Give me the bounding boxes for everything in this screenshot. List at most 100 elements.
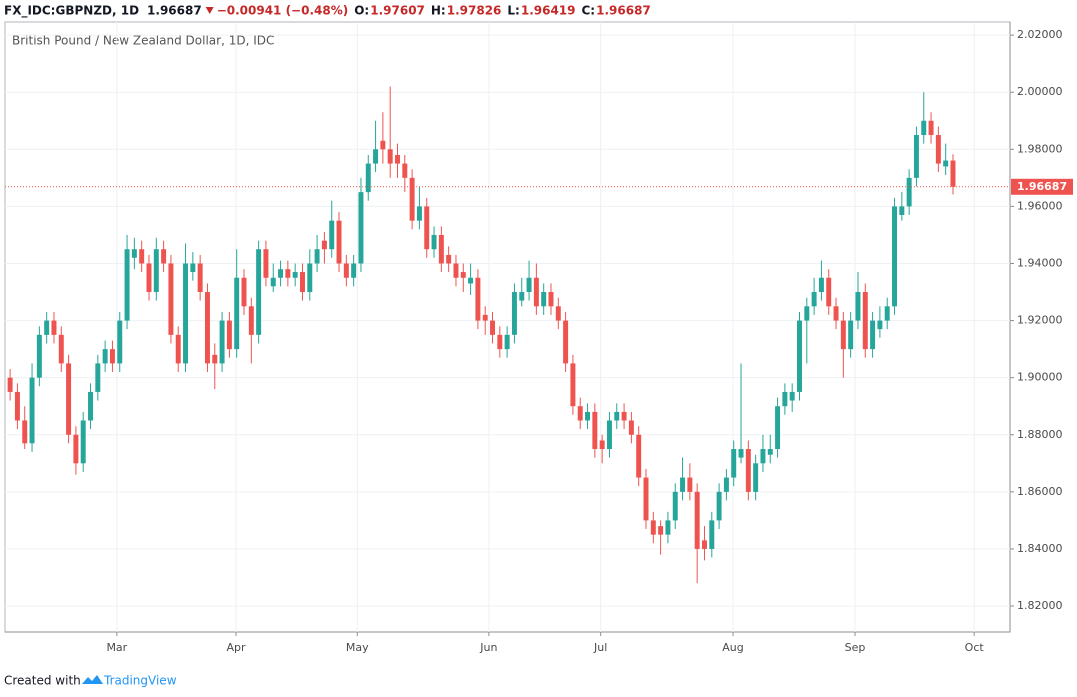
candle-body [409, 177, 415, 221]
header-text: 1.96687 [596, 4, 651, 18]
x-tick-label: May [346, 641, 369, 654]
candle-body [468, 277, 474, 284]
candle-body [204, 292, 210, 364]
candle-body [760, 449, 766, 464]
candle-body [943, 160, 949, 167]
candle-body [343, 263, 349, 278]
candle-body [263, 249, 269, 278]
candle-body [797, 320, 802, 392]
candle-body [826, 277, 832, 307]
candle-body [358, 192, 364, 264]
candle-body [877, 320, 883, 330]
candle-body [226, 320, 232, 350]
candle-body [767, 449, 773, 455]
candle-body [745, 449, 751, 492]
footer-brand[interactable]: TradingView [103, 674, 177, 688]
candle-body [29, 377, 35, 444]
candle-body [753, 463, 759, 492]
candle-body [241, 277, 247, 307]
y-tick-label: 1.96000 [1017, 199, 1063, 212]
y-tick-label: 2.00000 [1017, 85, 1063, 98]
candle-body [460, 272, 466, 278]
candle-body [921, 120, 927, 136]
candle-body [775, 406, 781, 450]
candle-body [570, 363, 576, 407]
x-tick-label: Sep [845, 641, 866, 654]
header-text: C: [582, 4, 596, 18]
candle-body [58, 334, 64, 364]
candle-body [14, 391, 20, 421]
tv-logo [82, 675, 103, 684]
candle-body [153, 249, 159, 293]
candle-body [511, 292, 517, 335]
candle-body [716, 491, 722, 521]
candle-body [248, 306, 254, 335]
candle-body [431, 234, 437, 250]
x-tick-label: Aug [722, 641, 743, 654]
candle-body [680, 477, 686, 492]
candle-body [475, 277, 481, 321]
candle-body [139, 249, 145, 264]
y-tick-label: 1.82000 [1017, 599, 1063, 612]
candle-body [789, 391, 795, 401]
candle-body [892, 206, 898, 307]
header-text: FX_IDC:GBPNZD, 1D [4, 4, 139, 19]
candle-body [424, 206, 430, 250]
candle-body [818, 277, 824, 293]
candle-body [899, 206, 905, 215]
candle-body [504, 334, 510, 350]
candle-body [292, 272, 298, 278]
candle-body [672, 491, 678, 521]
candle-body [658, 526, 664, 535]
candle-body [906, 177, 912, 207]
candle-body [599, 440, 605, 450]
candle-body [709, 520, 715, 549]
x-tick-label: Jul [593, 641, 607, 654]
candle-body [563, 320, 569, 364]
candle-body [256, 249, 262, 335]
candle-body [44, 320, 50, 335]
candle-body [701, 540, 707, 549]
candle-body [351, 263, 357, 278]
y-tick-label: 2.02000 [1017, 28, 1063, 41]
y-tick-label: 1.84000 [1017, 542, 1063, 555]
candle-body [402, 163, 408, 178]
candle-body [336, 220, 342, 264]
candle-body [395, 155, 400, 164]
candle-body [219, 320, 225, 364]
candle-body [694, 491, 700, 549]
last-price-label: 1.96687 [1017, 180, 1067, 193]
candle-body [577, 406, 583, 421]
candle-body [782, 391, 788, 407]
candle-body [365, 163, 371, 193]
candle-body [723, 477, 729, 492]
candle-body [416, 206, 422, 221]
candle-body [161, 249, 167, 264]
down-arrow [205, 7, 214, 14]
candle-body [870, 320, 876, 350]
header-text: O: [354, 4, 369, 18]
candle-body [913, 135, 919, 178]
last-price-box [1011, 178, 1073, 195]
y-tick-label: 1.90000 [1017, 371, 1063, 384]
candle-body [117, 320, 123, 364]
candle-body [606, 420, 612, 450]
header-text: −0.00941 (−0.48%) [217, 4, 349, 18]
candle-body [95, 363, 101, 392]
candle-body [329, 220, 335, 250]
candle-body [175, 334, 181, 364]
y-tick-label: 1.86000 [1017, 485, 1063, 498]
candle-body [321, 240, 327, 250]
candle-body [497, 334, 503, 350]
candle-body [621, 411, 627, 421]
candle-body [840, 320, 846, 350]
x-tick-label: Mar [106, 641, 127, 654]
y-tick-label: 1.88000 [1017, 428, 1063, 441]
candle-body [541, 292, 547, 307]
candle-body [665, 520, 671, 535]
candle-body [146, 263, 152, 293]
candle-body [22, 420, 28, 444]
x-tick-label: Jun [479, 641, 497, 654]
candle-body [453, 263, 459, 278]
